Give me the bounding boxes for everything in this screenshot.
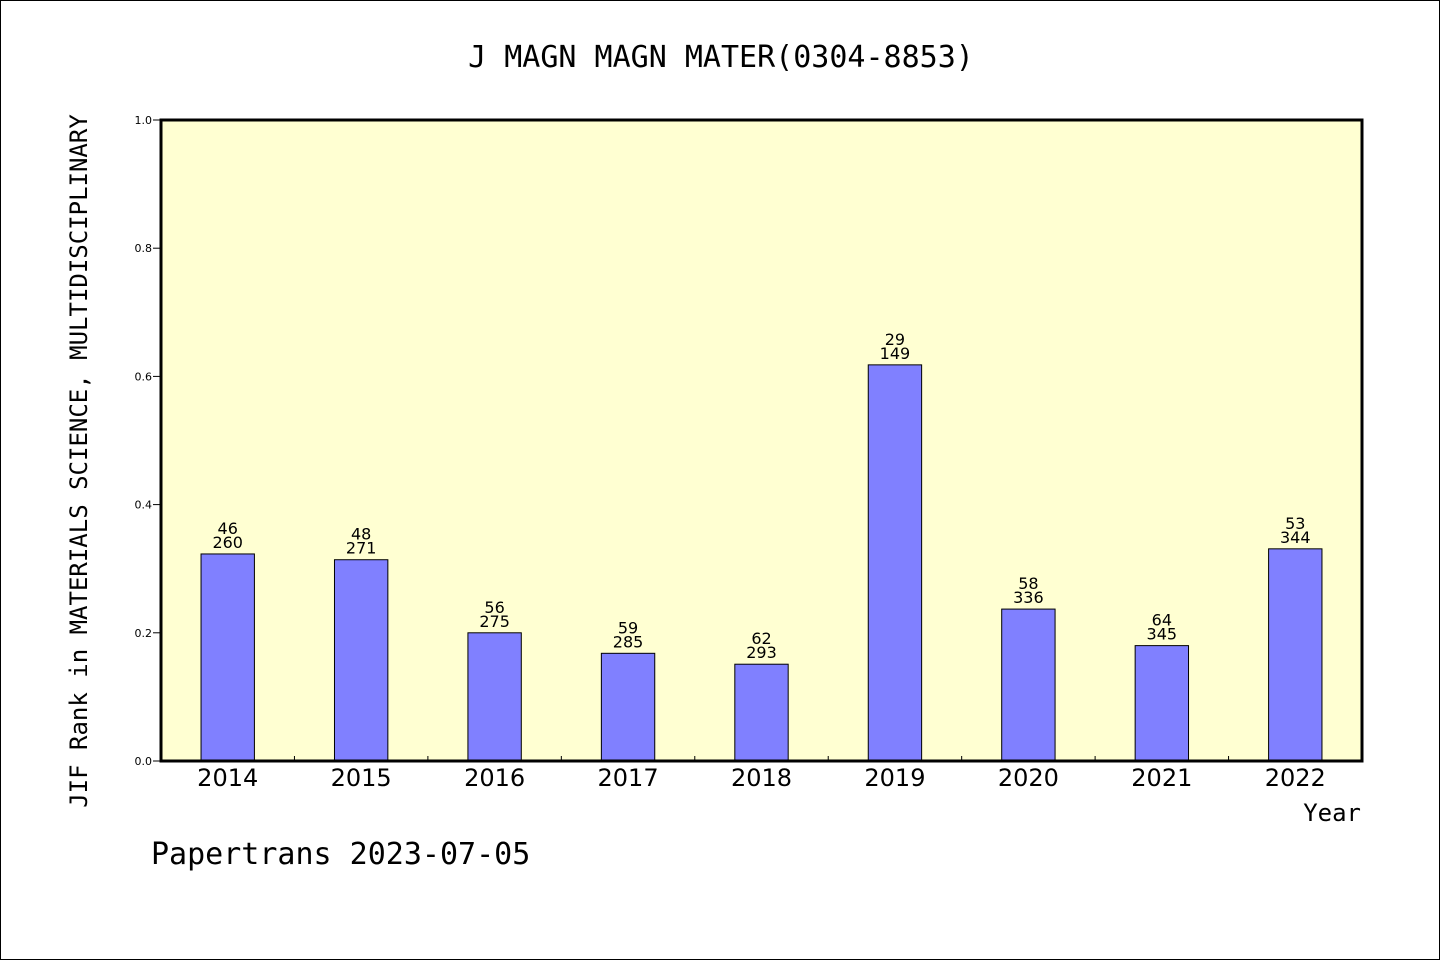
bar-total-label: 260	[212, 533, 243, 552]
bar-total-label: 149	[880, 344, 911, 363]
bar-total-label: 293	[746, 643, 777, 662]
y-tick-label: 0.4	[135, 499, 153, 512]
x-tick-label: 2014	[197, 764, 258, 792]
x-tick-label: 2019	[864, 764, 925, 792]
bar-rank-label: 62	[751, 629, 771, 648]
y-axis-label: JIF Rank in MATERIALS SCIENCE, MULTIDISC…	[65, 114, 93, 808]
bar-rank-label: 59	[618, 618, 638, 637]
x-tick-label: 2020	[998, 764, 1059, 792]
bar-total-label: 271	[346, 539, 377, 558]
bar-rank-label: 48	[351, 525, 371, 544]
x-tick-label: 2022	[1265, 764, 1326, 792]
bar-rank-label: 53	[1285, 514, 1305, 533]
bar-2016	[467, 632, 522, 762]
bar-2015	[333, 559, 389, 762]
bar-total-label: 285	[613, 632, 644, 651]
bar-rank-label: 64	[1152, 611, 1172, 630]
y-tick-label: 0.0	[135, 755, 153, 768]
x-axis-ticks: 2014 2015 2016 2017 2018 2019 2020 2021 2022	[160, 756, 1363, 792]
x-tick-label: 2015	[331, 764, 392, 792]
bar-rank-label: 46	[218, 519, 238, 538]
bar-total-label: 344	[1280, 528, 1311, 547]
bar-total-label: 336	[1013, 588, 1044, 607]
bar-2019	[867, 364, 923, 762]
x-tick-label: 2021	[1131, 764, 1192, 792]
y-tick-label: 0.8	[135, 242, 153, 255]
x-tick-label: 2018	[731, 764, 792, 792]
bar-rank-label: 29	[885, 330, 905, 349]
bar-total-label: 275	[479, 612, 510, 631]
bar-rank-label: 58	[1018, 574, 1038, 593]
bar-rank-label: 56	[484, 598, 504, 617]
plot-border	[159, 118, 1364, 763]
y-tick-label: 0.6	[135, 370, 153, 383]
footer-credit: Papertrans 2023-07-05	[151, 837, 530, 872]
bar-2017	[600, 652, 656, 762]
bar-total-label: 345	[1147, 625, 1178, 644]
y-tick-label: 0.2	[135, 627, 153, 640]
y-tick-label: 1.0	[135, 114, 153, 127]
bar-2014	[200, 553, 255, 762]
bar-2022	[1268, 548, 1323, 762]
bar-2020	[1001, 608, 1056, 762]
x-tick-label: 2016	[464, 764, 525, 792]
x-tick-label: 2017	[598, 764, 659, 792]
x-axis-label: Year	[1303, 799, 1361, 827]
y-axis-ticks: 0.0 0.2 0.4 0.6 0.8 1.0	[135, 114, 161, 768]
bar-2018	[734, 663, 789, 762]
bar-2021	[1134, 645, 1190, 762]
chart-title: J MAGN MAGN MATER(0304-8853)	[468, 40, 974, 75]
